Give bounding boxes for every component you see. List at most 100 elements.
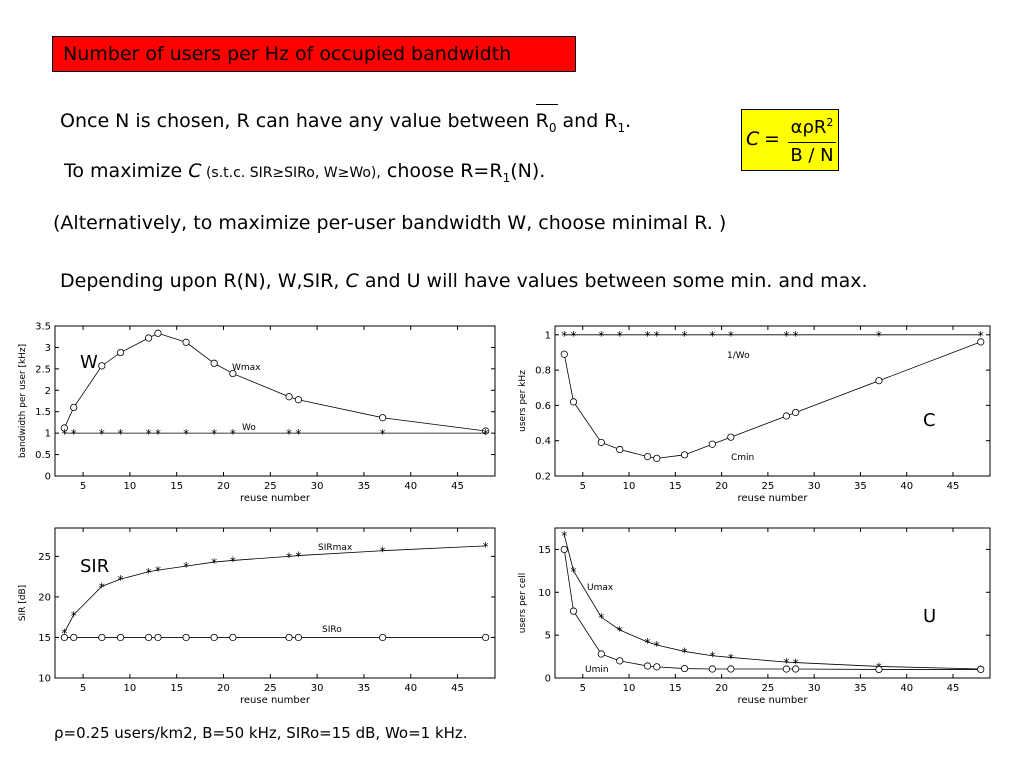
data-point-star: *: [654, 639, 660, 653]
data-point-circle: [792, 408, 800, 417]
chart-big-label: W: [80, 352, 98, 373]
data-point-circle: [116, 633, 125, 642]
y-tick-label: 2.5: [35, 364, 51, 375]
line1-end: .: [625, 110, 632, 132]
data-point-star: *: [71, 609, 77, 623]
data-point-circle: [653, 663, 661, 671]
data-point-circle: [643, 452, 652, 461]
plot-frame: [54, 527, 496, 679]
data-point-star: *: [876, 329, 882, 343]
x-tick-label: 45: [947, 481, 960, 492]
data-point-star: *: [598, 329, 604, 343]
x-tick-label: 35: [358, 683, 371, 694]
x-tick-label: 35: [854, 683, 867, 694]
data-point-star: *: [645, 329, 651, 343]
series-label: SIRmax: [318, 543, 353, 553]
data-point-circle: [977, 665, 985, 674]
data-point-star: *: [793, 657, 799, 671]
data-point-star: *: [286, 427, 292, 441]
data-point-star: *: [230, 554, 236, 568]
data-point-circle: [70, 633, 78, 642]
data-point-star: *: [146, 427, 152, 441]
y-tick-label: 15: [38, 633, 51, 644]
y-tick-label: 10: [538, 588, 551, 599]
x-tick-label: 40: [404, 683, 417, 694]
data-point-circle: [229, 369, 237, 378]
series-line-Umax: [563, 534, 981, 670]
data-point-star: *: [118, 573, 124, 587]
data-point-star: *: [146, 566, 152, 580]
y-tick-label: 1: [45, 429, 51, 440]
x-tick-label: 5: [580, 683, 586, 694]
data-point-circle: [560, 350, 568, 358]
data-point-circle: [782, 665, 790, 673]
x-tick-label: 25: [264, 481, 277, 492]
data-point-circle: [616, 657, 624, 665]
text-line-2: To maximize C (s.t.c. SIR≥SIRo, W≥Wo), c…: [64, 160, 545, 185]
y-axis-label: users per cell: [518, 573, 528, 633]
data-point-star: *: [709, 650, 715, 664]
x-tick-label: 20: [715, 481, 728, 492]
data-point-star: *: [783, 329, 789, 343]
data-point-circle: [154, 633, 162, 642]
chart-big-label: U: [923, 606, 936, 627]
plot-frame: [54, 325, 496, 477]
chart-big-label: C: [923, 410, 936, 431]
data-point-circle: [569, 607, 578, 615]
data-point-star: *: [99, 580, 105, 594]
data-point-circle: [285, 393, 293, 401]
chart-w: 5 10 15 20 25 30 35 40 45 0 0.5 1 1.5 2 2.5 3 3.5 reuse n…: [18, 322, 496, 504]
x-tick-label: 5: [80, 481, 86, 492]
line2-c: C: [188, 160, 202, 182]
line1-text-b: and R: [556, 110, 618, 132]
data-point-circle: [210, 359, 218, 367]
data-point-star: *: [155, 564, 161, 578]
x-tick-label: 10: [623, 481, 636, 492]
text-line-1: Once N is chosen, R can have any value b…: [60, 104, 632, 135]
data-point-circle: [782, 412, 790, 420]
data-point-circle: [379, 633, 387, 642]
plot-frame: [554, 527, 991, 679]
data-point-circle: [70, 403, 78, 412]
data-point-circle: [569, 398, 578, 406]
data-point-star: *: [483, 427, 489, 441]
data-point-circle: [482, 633, 490, 642]
x-tick-label: 5: [580, 481, 586, 492]
y-tick-label: 2: [45, 386, 51, 397]
data-point-circle: [727, 665, 735, 673]
y-tick-label: 10: [38, 674, 51, 685]
data-point-circle: [875, 377, 883, 385]
data-point-circle: [875, 665, 883, 674]
x-tick-label: 5: [80, 683, 86, 694]
line2-sub-b: 1: [502, 170, 511, 185]
y-tick-label: 1: [545, 330, 551, 341]
y-tick-label: 3.5: [35, 322, 51, 333]
data-point-circle: [597, 438, 605, 447]
data-point-star: *: [682, 645, 688, 659]
data-point-star: *: [295, 550, 301, 564]
parameters-footer: ρ=0.25 users/km2, B=50 kHz, SIRo=15 dB, …: [54, 724, 468, 742]
formula-denominator: B / N: [790, 145, 834, 166]
data-point-circle: [60, 633, 68, 642]
data-point-circle: [708, 665, 716, 673]
y-tick-label: 0.2: [535, 472, 551, 483]
y-tick-label: 3: [45, 343, 51, 354]
capacity-formula-box: C = αρR2 B / N: [741, 109, 839, 171]
slide-title: Number of users per Hz of occupied bandw…: [52, 36, 576, 72]
data-point-circle: [98, 633, 106, 642]
data-point-star: *: [71, 427, 77, 441]
data-point-circle: [145, 334, 153, 342]
data-point-star: *: [295, 427, 301, 441]
data-point-star: *: [483, 540, 489, 554]
data-point-circle: [708, 440, 716, 448]
line2-text-a: To maximize: [64, 160, 189, 182]
data-point-star: *: [978, 329, 984, 343]
data-point-star: *: [286, 550, 292, 564]
y-tick-label: 15: [538, 545, 551, 556]
line2-end: (N).: [510, 160, 546, 182]
data-point-star: *: [230, 427, 236, 441]
series-label: Wo: [242, 423, 256, 433]
data-point-star: *: [793, 329, 799, 343]
data-point-circle: [60, 424, 68, 432]
line2-constraint: (s.t.c. SIR≥SIRo, W≥Wo),: [201, 165, 381, 181]
